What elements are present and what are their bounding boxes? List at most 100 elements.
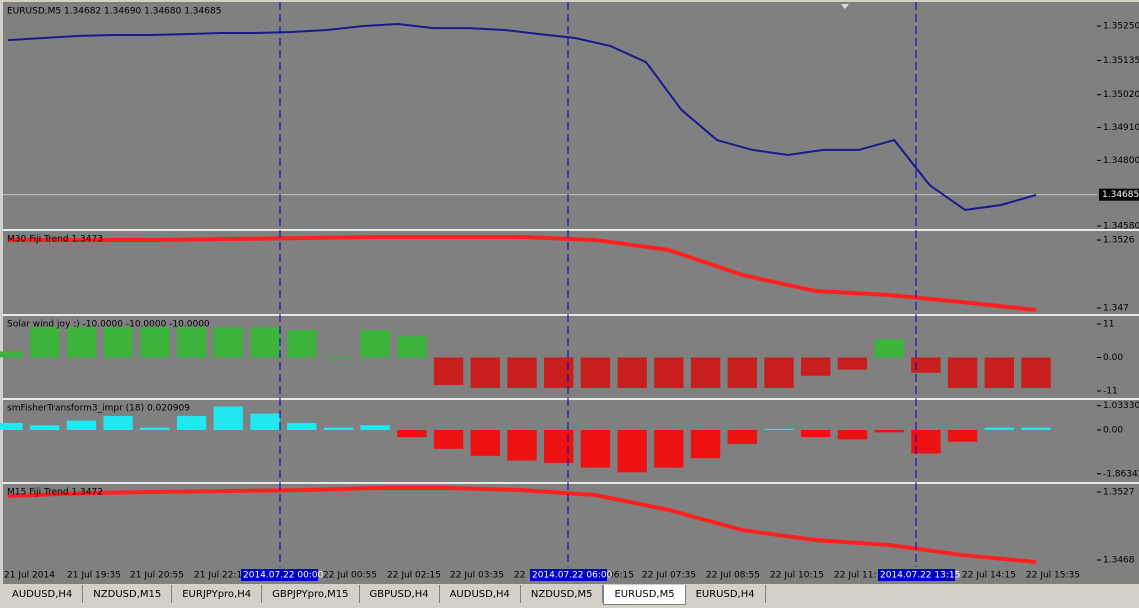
chart-tab[interactable]: GBPUSD,H4 <box>360 585 440 603</box>
histogram-bar <box>580 429 611 468</box>
histogram-bar <box>66 327 97 358</box>
plot-area <box>3 2 1097 567</box>
histogram-bar <box>140 427 170 430</box>
cursor-time-box <box>241 569 318 581</box>
y-tick-label: 1.35250 <box>1103 22 1139 32</box>
current-price-label: 1.34685 <box>1102 190 1139 200</box>
time-label: 21 Jul 19:35 <box>67 571 121 581</box>
histogram-bar <box>30 327 60 358</box>
time-label: 22 Jul 11: <box>834 571 877 581</box>
y-tick-label: 1.34910 <box>1103 123 1139 133</box>
histogram-bar <box>654 357 684 388</box>
histogram-bar <box>397 429 427 438</box>
time-label: 22 Jul 08:55 <box>706 571 760 581</box>
panel-title: Solar wind joy :) -10.0000 -10.0000 -10.… <box>7 320 210 330</box>
histogram-bar <box>727 429 757 445</box>
price-line <box>8 234 1037 312</box>
histogram-bar <box>507 429 537 461</box>
histogram-bar <box>250 413 280 430</box>
chart-tab[interactable]: EURUSD,H4 <box>686 585 766 603</box>
price-line <box>7 22 1037 211</box>
histogram-bar <box>690 357 721 388</box>
histogram-bar <box>1021 427 1051 430</box>
y-tick-label: 1.35135 <box>1103 56 1139 66</box>
histogram-bar <box>323 357 354 359</box>
histogram-bar <box>544 357 574 388</box>
histogram-bar <box>654 429 684 468</box>
histogram-bar <box>580 357 611 388</box>
histogram-bar <box>287 422 317 430</box>
histogram-bar <box>66 420 97 430</box>
time-label: 22 <box>514 571 525 581</box>
histogram-bar <box>507 357 537 388</box>
histogram-bar <box>250 327 280 358</box>
histogram-bar <box>360 425 390 430</box>
histogram-bar <box>140 327 170 358</box>
cursor-time-label: 2014.07.22 00:00 <box>243 571 324 581</box>
panel-title: M30 Fiji Trend 1.3473 <box>7 235 103 245</box>
histogram-bar <box>874 429 904 433</box>
chart-tab[interactable]: EURUSD,M5 <box>603 585 686 605</box>
y-tick-label: 1.35020 <box>1103 90 1139 100</box>
time-label: 22 Jul 03:35 <box>450 571 504 581</box>
chart-tab[interactable]: EURJPYpro,H4 <box>172 585 263 603</box>
histogram-bar <box>30 425 60 430</box>
histogram-bar <box>433 357 464 385</box>
histogram-bar <box>801 429 831 438</box>
histogram-bar <box>323 427 354 430</box>
histogram-bar <box>103 415 133 430</box>
y-tick-label: 1.3527 <box>1103 488 1135 498</box>
histogram-bar <box>947 429 978 442</box>
histogram-bar <box>470 357 500 388</box>
chart-tab[interactable]: NZDUSD,M5 <box>521 585 604 603</box>
chart-tab[interactable]: AUDUSD,H4 <box>2 585 84 603</box>
chart-tab[interactable]: NZDUSD,M15 <box>83 585 173 603</box>
cursor-time-label: 2014.07.22 06:00 <box>532 571 613 581</box>
y-tick-label: 11 <box>1103 320 1114 330</box>
time-label: 06:15 <box>608 571 634 581</box>
tab-bar: AUDUSD,H4 NZDUSD,M15 EURJPYpro,H4 GBPJPYpro… <box>0 585 1139 608</box>
y-tick-label: 1.3468 <box>1103 556 1135 566</box>
histogram-bar <box>837 357 868 370</box>
panel-title: EURUSD,M5 1.34682 1.34690 1.34680 1.3468… <box>7 7 221 17</box>
chart-tab[interactable]: AUDUSD,H4 <box>440 585 521 603</box>
histogram-bar <box>727 357 757 388</box>
histogram-bar <box>984 357 1014 388</box>
y-tick-label: -11 <box>1103 386 1118 396</box>
chart-tab[interactable]: GBPJPYpro,M15 <box>262 585 360 603</box>
time-label: 22 Jul 02:15 <box>387 571 441 581</box>
time-label: 21 Jul 2014 <box>4 571 55 581</box>
histogram-bar <box>617 429 647 473</box>
histogram-bar <box>617 357 647 388</box>
shift-marker <box>841 4 849 9</box>
histogram-bar <box>176 415 207 430</box>
cursor-time-label: 2014.07.22 13:15 <box>880 571 960 581</box>
y-tick-label: -1.863421 <box>1103 469 1139 479</box>
y-tick-label: 1.3526 <box>1103 236 1135 246</box>
histogram-bar <box>213 406 243 430</box>
time-label: 22 Jul 14:15 <box>962 571 1016 581</box>
histogram-bar <box>176 327 207 358</box>
histogram-bar <box>764 428 794 430</box>
current-price-box <box>1099 188 1139 201</box>
panel-title: smFisherTransform3_impr (18) 0.020909 <box>7 404 190 414</box>
histogram-bar <box>911 357 941 373</box>
y-tick-label: 1.033303 <box>1103 401 1139 411</box>
histogram-bar <box>911 429 941 454</box>
panel-title: M15 Fiji Trend 1.3472 <box>7 488 103 498</box>
y-tick-label: 0.00 <box>1103 425 1123 435</box>
time-label: 22 Jul 00:55 <box>323 571 377 581</box>
histogram-bar <box>1021 357 1051 388</box>
histogram-bar <box>801 357 831 376</box>
cursor-time-box <box>530 569 607 581</box>
histogram-bar <box>947 357 978 388</box>
price-line <box>7 485 1037 565</box>
histogram-bar <box>0 351 23 358</box>
price-axis <box>1097 2 1139 567</box>
histogram-bar <box>690 429 721 459</box>
histogram-bar <box>837 429 868 440</box>
histogram-bar <box>287 330 317 358</box>
terminal-chart: 1.35250 1.35135 1.35020 1.34910 1.34800 1.345… <box>0 0 1139 585</box>
histogram-bar <box>213 327 243 358</box>
histogram-bar <box>360 330 390 358</box>
